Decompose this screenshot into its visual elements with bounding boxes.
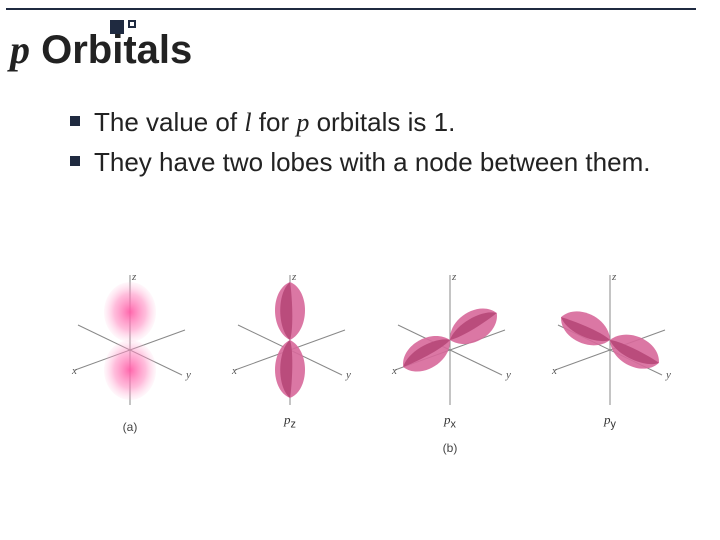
axis-y-label: y [185, 369, 191, 381]
axis-y-label: y [505, 369, 511, 381]
title-rest: Orbitals [30, 28, 192, 72]
panel-py: z y x py [540, 270, 680, 431]
bullet-1-italic-p: p [296, 108, 309, 137]
bullet-1-text-a: The value of [94, 107, 244, 137]
axis-x-label: x [551, 365, 557, 377]
axis-z-label: z [131, 271, 137, 283]
bullet-list: The value of l for p orbitals is 1. They… [70, 100, 690, 184]
panel-pz-label: pz [220, 412, 360, 431]
axis-x-label: x [71, 365, 77, 377]
axis-z-label: z [291, 271, 297, 283]
bullet-1-text-c: orbitals is 1. [309, 107, 455, 137]
panel-pz: z y x pz [220, 270, 360, 431]
panel-px-label: px [380, 412, 520, 431]
bullet-1-italic-l: l [244, 108, 251, 137]
py-sub: y [611, 419, 616, 431]
figure-row: z y x (a) z y x pz [60, 270, 680, 455]
panel-b-caption: (b) [380, 441, 520, 455]
bullet-2: They have two lobes with a node between … [70, 146, 690, 179]
bullet-1: The value of l for p orbitals is 1. [70, 106, 690, 140]
slide-top-decoration [0, 8, 720, 10]
axis-z-label: z [451, 271, 457, 283]
axis-z-label: z [611, 271, 617, 283]
title-italic-prefix: p [10, 27, 30, 72]
pz-sub: z [291, 419, 296, 431]
axis-x-label: x [231, 365, 237, 377]
panel-px: z y x px (b) [380, 270, 520, 455]
bullet-1-text-b: for [252, 107, 297, 137]
slide-root: p Orbitals The value of l for p orbitals… [0, 0, 720, 540]
panel-py-label: py [540, 412, 680, 431]
page-title: p Orbitals [10, 26, 192, 73]
px-sub: x [451, 419, 456, 431]
top-rule [6, 8, 696, 10]
panel-a-caption: (a) [60, 420, 200, 434]
orbital-px-icon: z y x [380, 270, 520, 410]
axis-y-label: y [665, 369, 671, 381]
orbital-dotdensity-icon: z y x [60, 270, 200, 410]
orbital-py-icon: z y x [540, 270, 680, 410]
panel-a: z y x (a) [60, 270, 200, 434]
orbital-pz-icon: z y x [220, 270, 360, 410]
bullet-2-text: They have two lobes with a node between … [94, 147, 650, 177]
axis-y-label: y [345, 369, 351, 381]
axis-x-label: x [391, 365, 397, 377]
